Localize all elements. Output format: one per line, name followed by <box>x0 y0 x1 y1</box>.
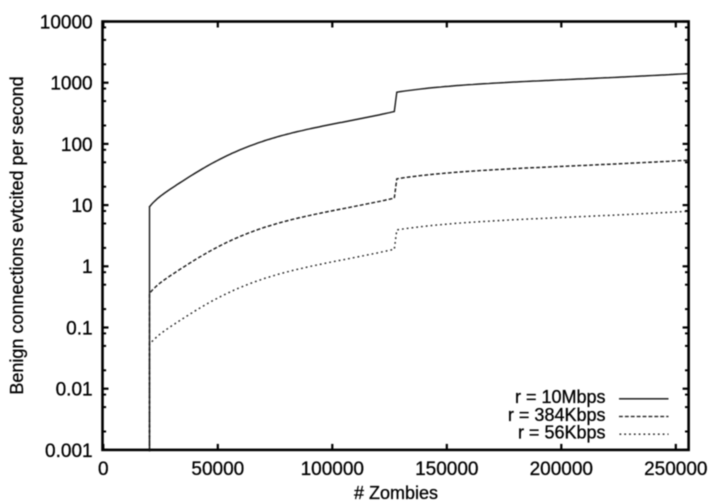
svg-text:100: 100 <box>61 135 93 156</box>
svg-text:0.1: 0.1 <box>66 318 92 339</box>
svg-text:10000: 10000 <box>40 12 93 33</box>
svg-text:0: 0 <box>98 459 109 480</box>
svg-text:Benign connections evtcited pe: Benign connections evtcited per second <box>7 76 27 394</box>
svg-text:1000: 1000 <box>50 74 92 95</box>
svg-text:150000: 150000 <box>415 459 478 480</box>
svg-text:10: 10 <box>71 196 92 217</box>
svg-text:1: 1 <box>82 257 93 278</box>
svg-text:r = 56Kbps: r = 56Kbps <box>518 422 606 442</box>
svg-text:250000: 250000 <box>644 459 707 480</box>
svg-text:r = 10Mbps: r = 10Mbps <box>515 387 606 407</box>
svg-text:# Zombies: # Zombies <box>354 483 438 503</box>
svg-text:100000: 100000 <box>301 459 364 480</box>
svg-text:r = 384Kbps: r = 384Kbps <box>508 405 606 425</box>
svg-text:0.001: 0.001 <box>45 441 93 462</box>
svg-text:50000: 50000 <box>191 459 244 480</box>
svg-text:0.01: 0.01 <box>56 380 93 401</box>
svg-text:200000: 200000 <box>530 459 593 480</box>
